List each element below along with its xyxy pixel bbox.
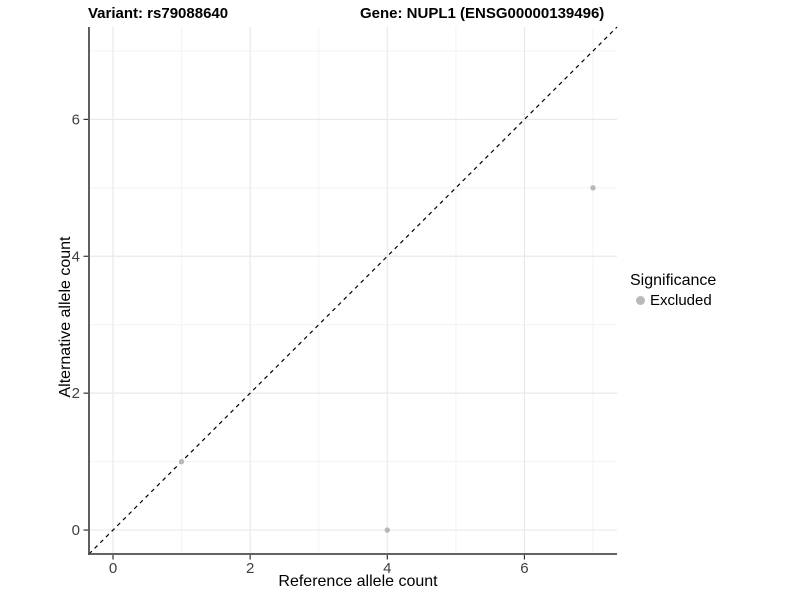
- y-tick-label: 2: [72, 385, 80, 402]
- data-point: [178, 458, 185, 465]
- data-point: [384, 527, 390, 533]
- legend-item-excluded: Excluded: [636, 292, 790, 309]
- x-tick-label: 6: [520, 560, 528, 577]
- data-point: [590, 185, 596, 191]
- identity-dashed-line: [88, 26, 618, 555]
- y-tick-label: 4: [72, 248, 80, 265]
- legend: Significance Excluded: [630, 272, 790, 309]
- y-axis-title: Alternative allele count: [57, 236, 74, 398]
- variant-title: Variant: rs79088640: [88, 5, 229, 22]
- legend-item-label: Excluded: [650, 292, 712, 309]
- x-tick-label: 2: [246, 560, 254, 577]
- y-tick-label: 6: [72, 111, 80, 128]
- x-tick-label: 4: [383, 560, 391, 577]
- x-axis-title: Reference allele count: [278, 573, 438, 590]
- excluded-point-icon: [636, 296, 645, 305]
- legend-title: Significance: [630, 272, 717, 289]
- y-tick-label: 0: [72, 522, 80, 539]
- gene-title: Gene: NUPL1 (ENSG00000139496): [360, 5, 605, 22]
- x-tick-label: 0: [109, 560, 117, 577]
